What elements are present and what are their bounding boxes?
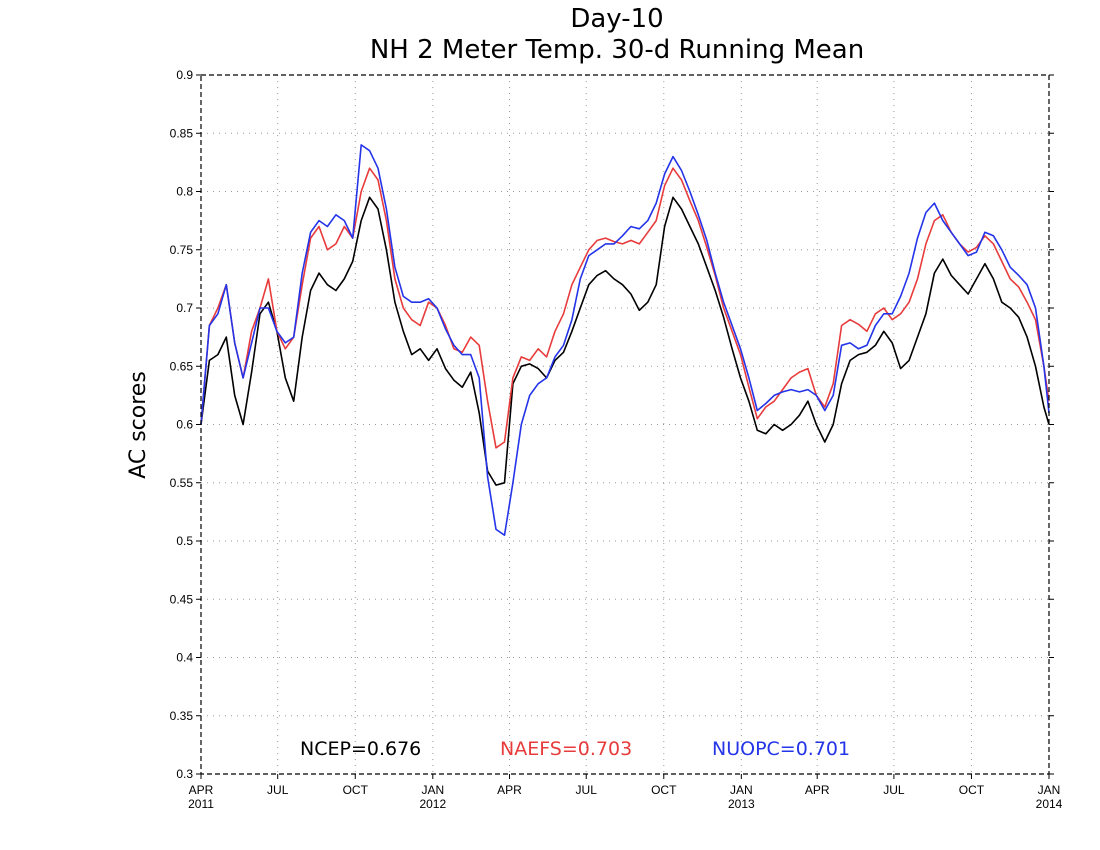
x-tick-year-label: 2012	[419, 797, 446, 811]
y-axis-label: AC scores	[126, 371, 151, 479]
y-tick-label: 0.9	[176, 68, 193, 82]
x-tick-year-label: 2013	[728, 797, 755, 811]
x-tick-label: JAN	[421, 783, 444, 797]
legend: NCEP=0.676 NAEFS=0.703 NUOPC=0.701	[300, 738, 850, 760]
y-tick-label: 0.5	[176, 534, 193, 548]
chart-subtitle: NH 2 Meter Temp. 30-d Running Mean	[370, 35, 864, 65]
series-line-nuopc	[200, 144, 1050, 537]
x-tick-label: JUL	[267, 783, 289, 797]
x-tick-year-label: 2011	[188, 797, 214, 811]
x-tick-label: APR	[189, 783, 214, 797]
y-tick-label: 0.45	[170, 592, 194, 606]
legend-entry-naefs: NAEFS=0.703	[500, 738, 632, 760]
y-tick-label: 0.65	[170, 359, 194, 373]
y-tick-label: 0.4	[176, 651, 193, 665]
x-tick-label: JAN	[1038, 783, 1061, 797]
x-tick-label: OCT	[651, 783, 677, 797]
y-axis-ticks: 0.3 0.35 0.4 0.45 0.5 0.55 0.6 0.65 0.7 0.75 0.8 0.…	[170, 68, 1054, 781]
series-line-naefs	[200, 167, 1050, 449]
gridlines	[201, 75, 1049, 774]
y-tick-label: 0.8	[176, 185, 193, 199]
chart-title: Day-10	[570, 4, 663, 34]
x-tick-label: APR	[497, 783, 522, 797]
y-tick-label: 0.35	[170, 709, 194, 723]
x-tick-label: OCT	[343, 783, 369, 797]
series-group	[200, 144, 1050, 537]
y-tick-label: 0.75	[170, 243, 194, 257]
y-tick-label: 0.55	[170, 476, 194, 490]
x-tick-label: JUL	[576, 783, 598, 797]
legend-entry-ncep: NCEP=0.676	[300, 738, 421, 760]
y-tick-label: 0.7	[176, 301, 193, 315]
y-tick-label: 0.85	[170, 126, 194, 140]
y-tick-label: 0.6	[176, 418, 193, 432]
y-tick-label: 0.3	[176, 767, 193, 781]
x-tick-label: JAN	[730, 783, 753, 797]
x-tick-label: OCT	[959, 783, 985, 797]
x-tick-label: APR	[805, 783, 830, 797]
x-tick-label: JUL	[883, 783, 905, 797]
series-line-ncep	[200, 196, 1050, 486]
legend-entry-nuopc: NUOPC=0.701	[712, 738, 850, 760]
x-tick-year-label: 2014	[1036, 797, 1063, 811]
